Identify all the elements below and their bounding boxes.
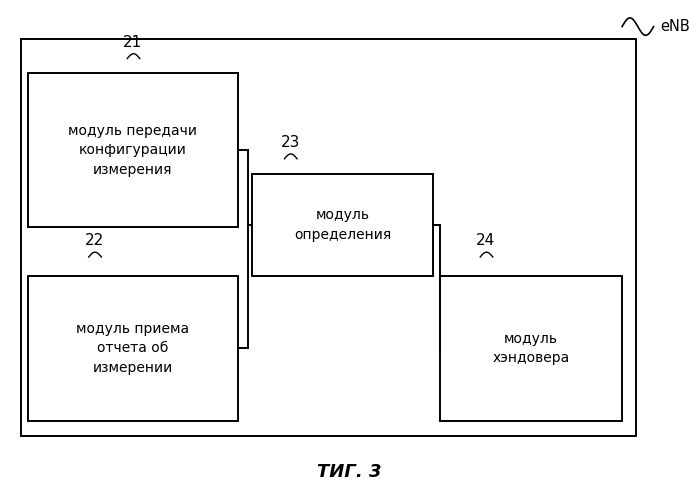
Text: 23: 23 xyxy=(280,135,300,150)
Text: 24: 24 xyxy=(476,233,496,248)
Bar xyxy=(28,73,238,227)
Text: модуль
хэндовера: модуль хэндовера xyxy=(493,332,570,365)
Bar xyxy=(440,276,622,421)
Bar xyxy=(21,39,636,436)
Text: 22: 22 xyxy=(85,233,104,248)
Text: модуль
определения: модуль определения xyxy=(294,208,391,242)
Text: eNB: eNB xyxy=(661,19,691,34)
Text: модуль передачи
конфигурации
измерения: модуль передачи конфигурации измерения xyxy=(69,123,197,177)
Bar xyxy=(252,174,433,276)
Text: 21: 21 xyxy=(123,35,143,50)
Text: ΤИГ. 3: ΤИГ. 3 xyxy=(317,463,382,481)
Text: модуль приема
отчета об
измерении: модуль приема отчета об измерении xyxy=(76,322,189,375)
Bar xyxy=(28,276,238,421)
